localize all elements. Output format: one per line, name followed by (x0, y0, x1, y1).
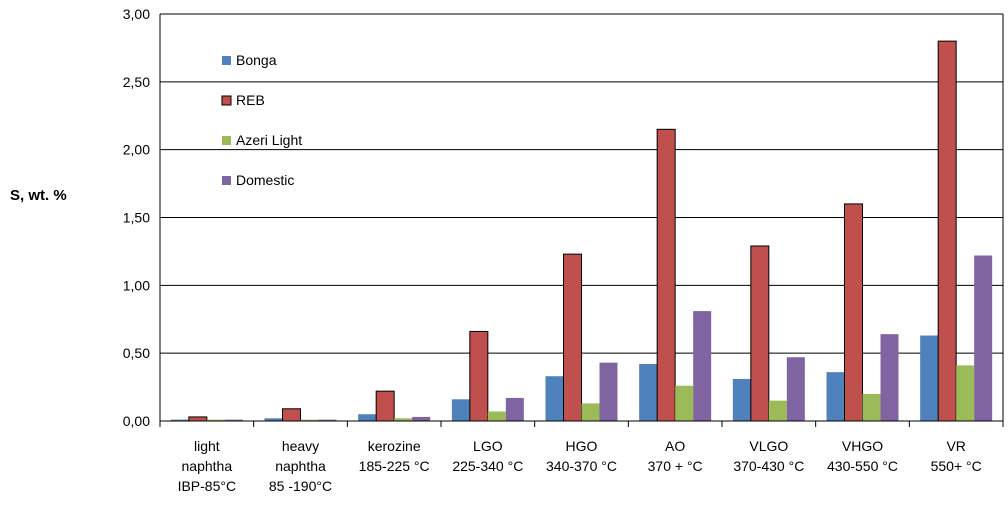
bar-reb (282, 408, 301, 422)
bar-reb (469, 330, 489, 422)
x-tick-label: 185-225 °C (359, 458, 430, 474)
bar-bonga (358, 414, 377, 421)
bar-reb (937, 40, 957, 422)
bar-azeri-light (675, 385, 694, 421)
bar-bonga (732, 378, 751, 421)
x-tick-label: 85 -190°C (269, 478, 332, 494)
bar-reb (563, 253, 582, 422)
x-tick-label: VR (946, 438, 965, 454)
y-tick-label: 3,00 (123, 6, 150, 22)
x-tick-label: 225-340 °C (452, 458, 523, 474)
bars (170, 40, 993, 422)
bar-azeri-light (581, 403, 600, 421)
bar-reb (375, 390, 395, 422)
bar-azeri-light (394, 418, 413, 421)
legend-swatch (222, 56, 231, 65)
x-tick-label: AO (665, 438, 685, 454)
y-tick-label: 1,00 (123, 277, 150, 293)
y-tick-label: 0,50 (123, 345, 150, 361)
x-tick-label: 550+ °C (931, 458, 982, 474)
bar-domestic (224, 419, 243, 421)
bar-azeri-light (300, 419, 319, 421)
y-tick-label: 0,00 (123, 413, 150, 429)
legend-swatch (222, 136, 231, 145)
bar-bonga (545, 376, 564, 421)
bar-domestic (412, 416, 431, 421)
y-tick-labels: 0,00 0,50 1,00 1,50 2,00 2,50 3,00 (123, 6, 150, 429)
legend: Bonga REB Azeri Light Domestic (221, 52, 302, 188)
bar-reb (750, 245, 770, 422)
bar-bonga (264, 418, 283, 421)
y-tick-label: 2,50 (123, 74, 150, 90)
x-tick-label: 430-550 °C (827, 458, 898, 474)
bar-reb (844, 203, 863, 422)
x-tick-label: LGO (473, 438, 503, 454)
bar-domestic (318, 419, 337, 421)
x-tick-label: heavy (282, 438, 319, 454)
bar-domestic (599, 362, 618, 421)
bar-domestic (505, 397, 524, 421)
x-tick-label: kerozine (368, 438, 421, 454)
bar-bonga (639, 364, 658, 421)
x-tick-label: IBP-85°C (178, 478, 237, 494)
bar-reb (188, 416, 208, 422)
y-axis-label: S, wt. % (10, 187, 67, 204)
x-tick-label: VHGO (842, 438, 883, 454)
bar-reb (656, 128, 676, 422)
legend-label: Azeri Light (236, 132, 302, 148)
x-tick-label: light (194, 438, 220, 454)
legend-swatch (221, 95, 232, 106)
bar-azeri-light (768, 400, 787, 421)
bar-bonga (826, 372, 845, 421)
x-tick-label: naphtha (275, 458, 326, 474)
legend-label: REB (236, 92, 265, 108)
bar-bonga (920, 335, 939, 421)
bar-azeri-light (862, 393, 881, 421)
bar-bonga (170, 419, 189, 421)
bar-domestic (693, 311, 712, 421)
axes (159, 14, 1004, 427)
bar-domestic (786, 357, 805, 421)
x-tick-label: 340-370 °C (546, 458, 617, 474)
legend-label: Domestic (236, 172, 294, 188)
y-tick-label: 2,00 (123, 142, 150, 158)
legend-swatch (222, 176, 231, 185)
bar-domestic (974, 255, 993, 421)
x-tick-labels: light naphtha IBP-85°C heavy naphtha 85 -190°… (178, 438, 982, 494)
y-tick-label: 1,50 (123, 210, 150, 226)
bar-azeri-light (206, 419, 225, 421)
legend-label: Bonga (236, 52, 277, 68)
bar-azeri-light (956, 365, 975, 421)
x-tick-label: VLGO (749, 438, 788, 454)
bar-domestic (880, 334, 899, 421)
x-tick-label: 370-430 °C (733, 458, 804, 474)
bar-bonga (451, 399, 470, 421)
x-tick-label: HGO (566, 438, 598, 454)
bar-azeri-light (487, 411, 506, 421)
x-tick-label: 370 + °C (648, 458, 703, 474)
x-tick-label: naphtha (182, 458, 233, 474)
